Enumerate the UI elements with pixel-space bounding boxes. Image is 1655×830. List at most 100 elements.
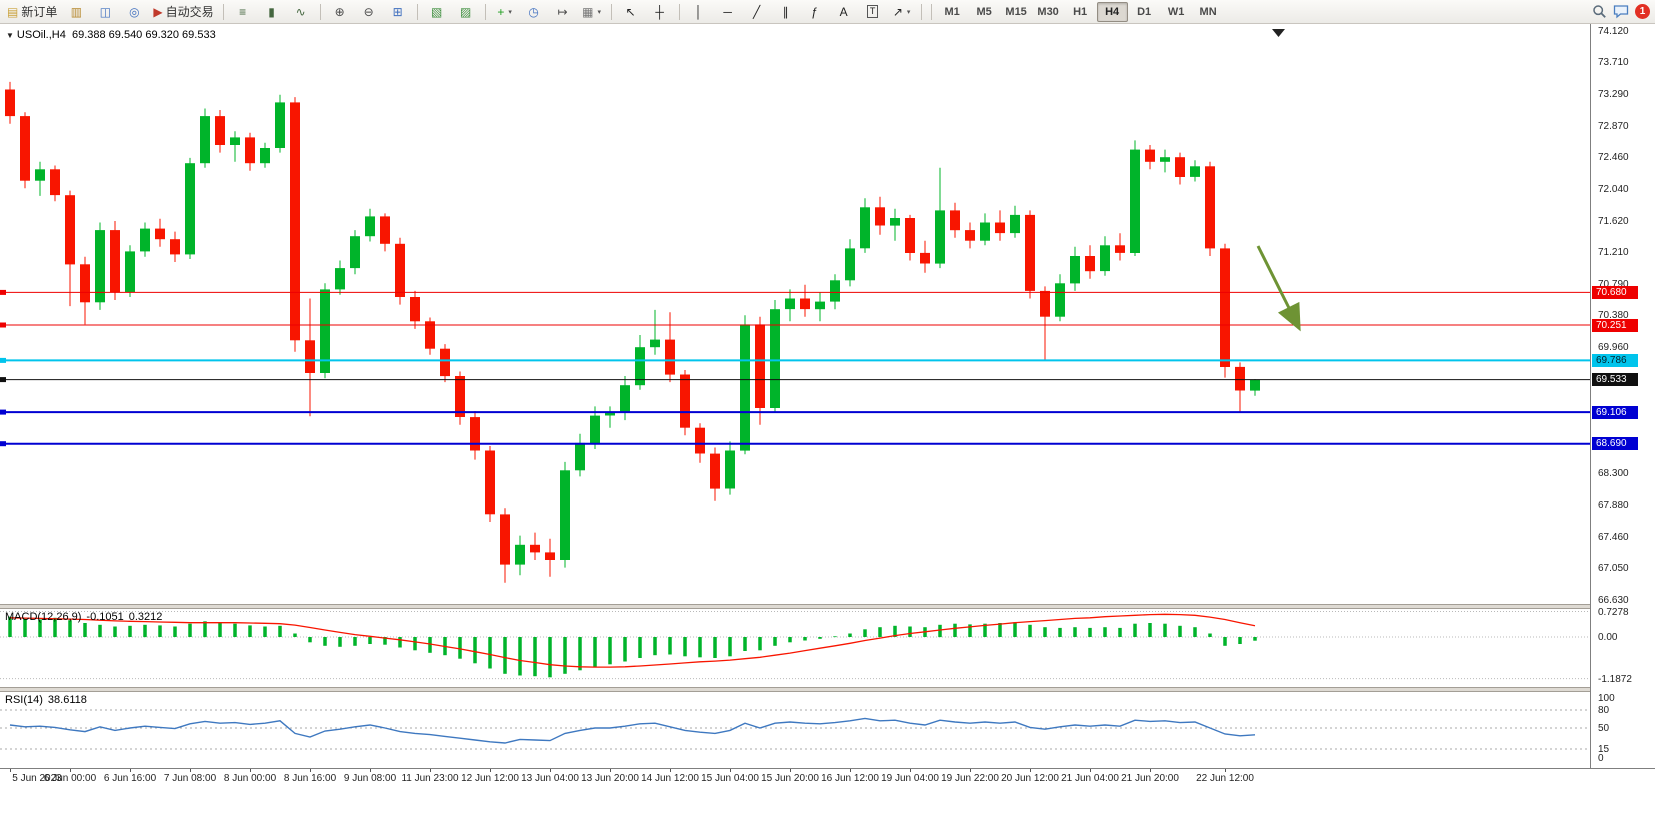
macd-histogram-bar bbox=[83, 623, 87, 637]
macd-histogram-bar bbox=[578, 637, 582, 671]
community-button[interactable]: ◎ bbox=[120, 1, 148, 23]
macd-canvas[interactable] bbox=[0, 610, 1590, 687]
time-axis-label: 13 Jun 04:00 bbox=[521, 773, 579, 784]
chart-title: ▼ USOil.,H4 69.388 69.540 69.320 69.533 bbox=[6, 29, 216, 41]
candle-body bbox=[245, 137, 255, 164]
line-chart-button[interactable]: ∿ bbox=[287, 1, 315, 23]
macd-histogram-bar bbox=[218, 622, 222, 637]
cascade-windows-button[interactable]: ▧ bbox=[423, 1, 451, 23]
zoom-out-button[interactable]: ⊖ bbox=[355, 1, 383, 23]
candle-body bbox=[1010, 214, 1020, 234]
zoom-in-button[interactable]: ⊕ bbox=[326, 1, 354, 23]
crosshair-button[interactable]: ┼ bbox=[646, 1, 674, 23]
text-icon: A bbox=[839, 4, 848, 19]
price-tag-69.786: 69.786 bbox=[1592, 353, 1638, 367]
scroll-to-end-marker[interactable] bbox=[1272, 29, 1285, 37]
trend-arrow-annotation[interactable] bbox=[1256, 245, 1301, 332]
cursor-icon: ↖ bbox=[625, 4, 636, 19]
timeframe-m15-button[interactable]: M15 bbox=[1005, 5, 1027, 18]
macd-histogram-bar bbox=[698, 637, 702, 658]
notification-badge[interactable]: 1 bbox=[1635, 4, 1650, 19]
candle-body bbox=[215, 116, 225, 145]
rsi-canvas[interactable] bbox=[0, 693, 1590, 768]
cursor-button[interactable]: ↖ bbox=[617, 1, 645, 23]
price-axis-tick: 73.710 bbox=[1598, 57, 1629, 69]
time-axis-tick bbox=[610, 769, 611, 772]
macd-histogram-bar bbox=[848, 633, 852, 637]
macd-histogram-bar bbox=[278, 625, 282, 637]
arrows-button[interactable]: ↗ ▾ bbox=[888, 1, 916, 23]
macd-histogram-bar bbox=[473, 637, 477, 664]
macd-histogram-bar bbox=[1058, 627, 1062, 637]
toolbar-separator bbox=[222, 3, 224, 20]
new-order-button[interactable]: ▤ 新订单 bbox=[3, 1, 61, 23]
bars-chart-button[interactable]: ≡ bbox=[229, 1, 257, 23]
timeframe-mn-button[interactable]: MN bbox=[1199, 5, 1217, 18]
macd-histogram-bar bbox=[8, 616, 12, 637]
chart-image-button[interactable]: ▦ ▾ bbox=[578, 1, 606, 23]
channel-button[interactable]: ∥ bbox=[772, 1, 800, 23]
new-chart-button[interactable]: + ▾ bbox=[491, 1, 519, 23]
market-watch-button[interactable]: ▥ bbox=[62, 1, 90, 23]
tile-windows-button[interactable]: ▨ bbox=[452, 1, 480, 23]
candle-body bbox=[905, 218, 915, 253]
price-tag-70.680: 70.680 bbox=[1592, 285, 1638, 299]
candlestick-chart-button[interactable]: ▮ bbox=[258, 1, 286, 23]
time-axis-tick bbox=[550, 769, 551, 772]
search-icon[interactable] bbox=[1592, 4, 1607, 19]
fibonacci-button[interactable]: ƒ bbox=[801, 1, 829, 23]
macd-histogram-bar bbox=[563, 637, 567, 674]
candle-body bbox=[530, 544, 540, 553]
trendline-button[interactable]: ╱ bbox=[743, 1, 771, 23]
timeframe-m5-button[interactable]: M5 bbox=[976, 5, 992, 18]
rsi-pane-divider[interactable] bbox=[0, 687, 1655, 692]
text-button[interactable]: A bbox=[830, 1, 858, 23]
chart-shift-button[interactable]: ↦ bbox=[549, 1, 577, 23]
time-axis-label: 19 Jun 04:00 bbox=[881, 773, 939, 784]
candle-body bbox=[1205, 166, 1215, 249]
timeframe-m30-button[interactable]: M30 bbox=[1037, 5, 1059, 18]
time-axis-label: 8 Jun 16:00 bbox=[283, 773, 337, 784]
candle-body bbox=[20, 116, 30, 181]
macd-histogram-bar bbox=[233, 623, 237, 637]
price-axis[interactable]: 74.120 73.710 73.290 72.870 72.460 72.040 71.6… bbox=[1590, 24, 1655, 768]
time-axis-label: 16 Jun 12:00 bbox=[821, 773, 879, 784]
timeframe-h1-button[interactable]: H1 bbox=[1073, 5, 1088, 18]
macd-histogram-bar bbox=[608, 637, 612, 665]
tile-grid-icon: ⊞ bbox=[392, 4, 403, 19]
candle-body bbox=[1100, 245, 1110, 272]
timeframe-w1-button[interactable]: W1 bbox=[1167, 5, 1185, 18]
toolbar-separator bbox=[484, 3, 486, 20]
rsi-line bbox=[9, 717, 1256, 744]
horizontal-line-button[interactable]: ─ bbox=[714, 1, 742, 23]
level-anchor bbox=[0, 357, 6, 363]
navigator-button[interactable]: ◫ bbox=[91, 1, 119, 23]
text-label-button[interactable]: T bbox=[859, 1, 887, 23]
macd-histogram-bar bbox=[368, 637, 372, 644]
macd-histogram-bar bbox=[818, 637, 822, 639]
chat-icon[interactable] bbox=[1613, 4, 1629, 19]
candle-body bbox=[1235, 366, 1245, 391]
macd-pane-divider[interactable] bbox=[0, 604, 1655, 609]
price-chart-canvas[interactable] bbox=[0, 24, 1590, 604]
vertical-line-button[interactable]: │ bbox=[685, 1, 713, 23]
macd-histogram-bar bbox=[743, 637, 747, 651]
time-axis-label: 21 Jun 20:00 bbox=[1121, 773, 1179, 784]
rsi-axis-tick: 15 bbox=[1598, 744, 1610, 755]
macd-histogram-bar bbox=[1088, 627, 1092, 637]
symbol-dropdown-icon[interactable]: ▼ bbox=[6, 31, 14, 40]
autotrading-button[interactable]: ▶ 自动交易 bbox=[149, 1, 217, 23]
candle-body bbox=[635, 347, 645, 386]
period-clock-button[interactable]: ◷ bbox=[520, 1, 548, 23]
rsi-axis-tick: 0 bbox=[1598, 753, 1604, 764]
timeframe-h4-button[interactable]: H4 bbox=[1096, 1, 1128, 22]
toolbar-separator bbox=[920, 3, 922, 20]
timeframe-m1-button[interactable]: M1 bbox=[944, 5, 960, 18]
candle-body bbox=[95, 230, 105, 303]
time-axis-label: 7 Jun 08:00 bbox=[163, 773, 217, 784]
rsi-indicator-label: RSI(14) 38.6118 bbox=[5, 694, 92, 706]
tile-grid-button[interactable]: ⊞ bbox=[384, 1, 412, 23]
macd-histogram-bar bbox=[98, 624, 102, 638]
time-axis[interactable]: 5 Jun 2023 6 Jun 00:00 6 Jun 16:00 7 Jun 08… bbox=[0, 768, 1655, 786]
timeframe-d1-button[interactable]: D1 bbox=[1137, 5, 1152, 18]
